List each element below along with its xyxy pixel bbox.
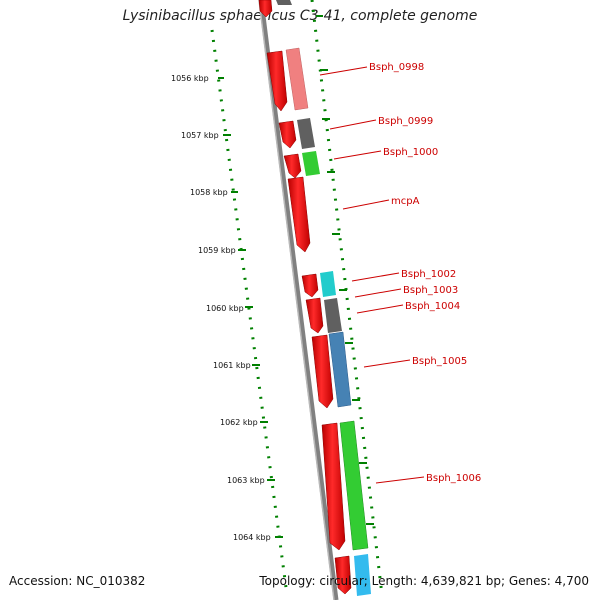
gene-block-green-long — [339, 420, 369, 551]
gene-label-bsph-1003: Bsph_1003 — [403, 285, 458, 296]
genome-backbone — [258, 0, 339, 600]
gene-block-pink — [285, 47, 309, 111]
gene-arrow — [266, 50, 288, 112]
kbp-ticks — [218, 77, 283, 538]
label-leaders — [319, 66, 425, 484]
gene-arrow — [321, 422, 346, 551]
gene-arrow — [258, 0, 273, 18]
gene-block-light-blue — [354, 554, 371, 596]
reverse-strand-genes — [258, 0, 352, 595]
gene-block-green — [302, 151, 320, 176]
inner-ring-ticks — [316, 15, 374, 525]
accession-text: Accession: NC_010382 — [9, 574, 146, 588]
forward-strand-genes — [276, 0, 371, 596]
gene-label-bsph-1006: Bsph_1006 — [426, 473, 481, 484]
gene-arrow — [287, 176, 311, 253]
kbp-label: 1064 kbp — [233, 533, 271, 542]
gene-label-bsph-1004: Bsph_1004 — [405, 301, 460, 312]
kbp-label: 1062 kbp — [220, 418, 258, 427]
gene-block-gray-top — [276, 0, 292, 5]
genome-backbone-highlight — [258, 0, 335, 600]
gene-arrow — [305, 297, 324, 334]
gene-label-mcpa: mcpA — [391, 196, 420, 207]
kbp-label: 1063 kbp — [227, 476, 265, 485]
kbp-label: 1058 kbp — [190, 188, 228, 197]
kbp-label: 1057 kbp — [181, 131, 219, 140]
genome-summary-text: Topology: circular; Length: 4,639,821 bp… — [259, 574, 589, 588]
kbp-label: 1059 kbp — [198, 246, 236, 255]
kbp-label: 1060 kbp — [206, 304, 244, 313]
gene-arrow — [311, 334, 334, 409]
gene-arrow — [334, 555, 352, 595]
gene-label-bsph-0998: Bsph_0998 — [369, 62, 424, 73]
gene-label-bsph-1002: Bsph_1002 — [401, 269, 456, 280]
gene-label-bsph-1005: Bsph_1005 — [412, 356, 467, 367]
map-title: Lysinibacillus sphaericus C3-41, complet… — [122, 8, 478, 24]
kbp-label: 1061 kbp — [213, 361, 251, 370]
gene-block-cyan — [320, 271, 336, 297]
gene-label-bsph-1000: Bsph_1000 — [383, 147, 438, 158]
gene-block-dark-gray — [297, 118, 315, 149]
gene-block-steel-blue — [328, 331, 352, 408]
kbp-label: 1056 kbp — [171, 74, 209, 83]
gene-block-dark-gray — [324, 298, 342, 333]
gene-label-bsph-0999: Bsph_0999 — [378, 116, 433, 127]
gene-arrow — [301, 273, 319, 298]
gene-arrow — [278, 120, 297, 149]
gene-arrow — [283, 153, 302, 179]
